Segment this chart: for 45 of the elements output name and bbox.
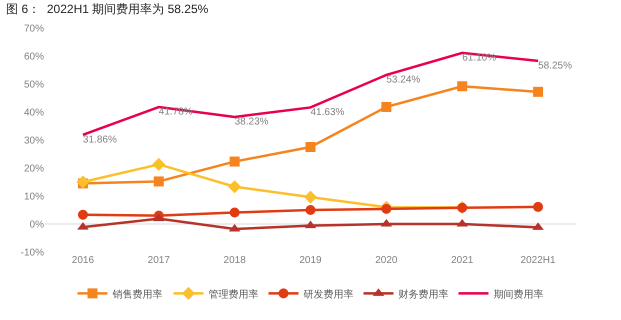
- point: [306, 142, 316, 152]
- x-tick-label: 2017: [148, 255, 170, 266]
- point: [381, 102, 392, 112]
- point: [76, 176, 90, 188]
- y-tick-label: 30%: [24, 136, 44, 146]
- point: [228, 180, 242, 194]
- data-label: 31.86%: [82, 134, 117, 146]
- data-label: 58.25%: [538, 60, 572, 72]
- x-tick-label: 2019: [299, 255, 322, 266]
- y-tick-label: 20%: [24, 164, 44, 174]
- point: [230, 208, 240, 218]
- data-label: 61.10%: [462, 52, 496, 64]
- data-label: 38.23%: [234, 116, 269, 128]
- point: [457, 81, 468, 92]
- point: [154, 176, 164, 186]
- chart-title: 图 6： 2022H1 期间费用率为 58.25%: [6, 2, 209, 16]
- legend-label: 管理费用率: [208, 288, 258, 300]
- data-label: 41.78%: [158, 106, 193, 118]
- legend-label: 研发费用率: [304, 288, 354, 300]
- legend-label: 期间费用率: [494, 288, 544, 300]
- y-tick-label: 50%: [24, 80, 44, 90]
- legend-label: 销售费用率: [112, 288, 162, 300]
- legend-label: 财务费用率: [398, 288, 448, 300]
- line-series: [82, 52, 540, 136]
- point: [152, 158, 166, 171]
- point: [306, 205, 316, 215]
- point: [533, 202, 544, 212]
- data-label: 41.63%: [310, 106, 345, 118]
- y-tick-label: 70%: [24, 24, 44, 34]
- x-tick-label: 2021: [451, 255, 474, 266]
- point: [304, 190, 317, 204]
- y-tick-label: -10%: [20, 248, 44, 258]
- point: [381, 204, 392, 214]
- x-tick-label: 2020: [375, 255, 398, 266]
- y-tick-label: 0%: [30, 220, 44, 230]
- y-tick-label: 40%: [24, 108, 44, 118]
- x-tick-label: 2018: [224, 255, 246, 266]
- x-tick-label: 2016: [72, 255, 94, 266]
- data-label: 53.24%: [386, 74, 420, 86]
- point: [78, 210, 88, 220]
- x-tick-label: 2022H1: [520, 255, 556, 266]
- point: [533, 86, 544, 97]
- y-tick-label: 60%: [24, 52, 44, 62]
- y-tick-label: 10%: [24, 192, 44, 202]
- point: [230, 156, 240, 167]
